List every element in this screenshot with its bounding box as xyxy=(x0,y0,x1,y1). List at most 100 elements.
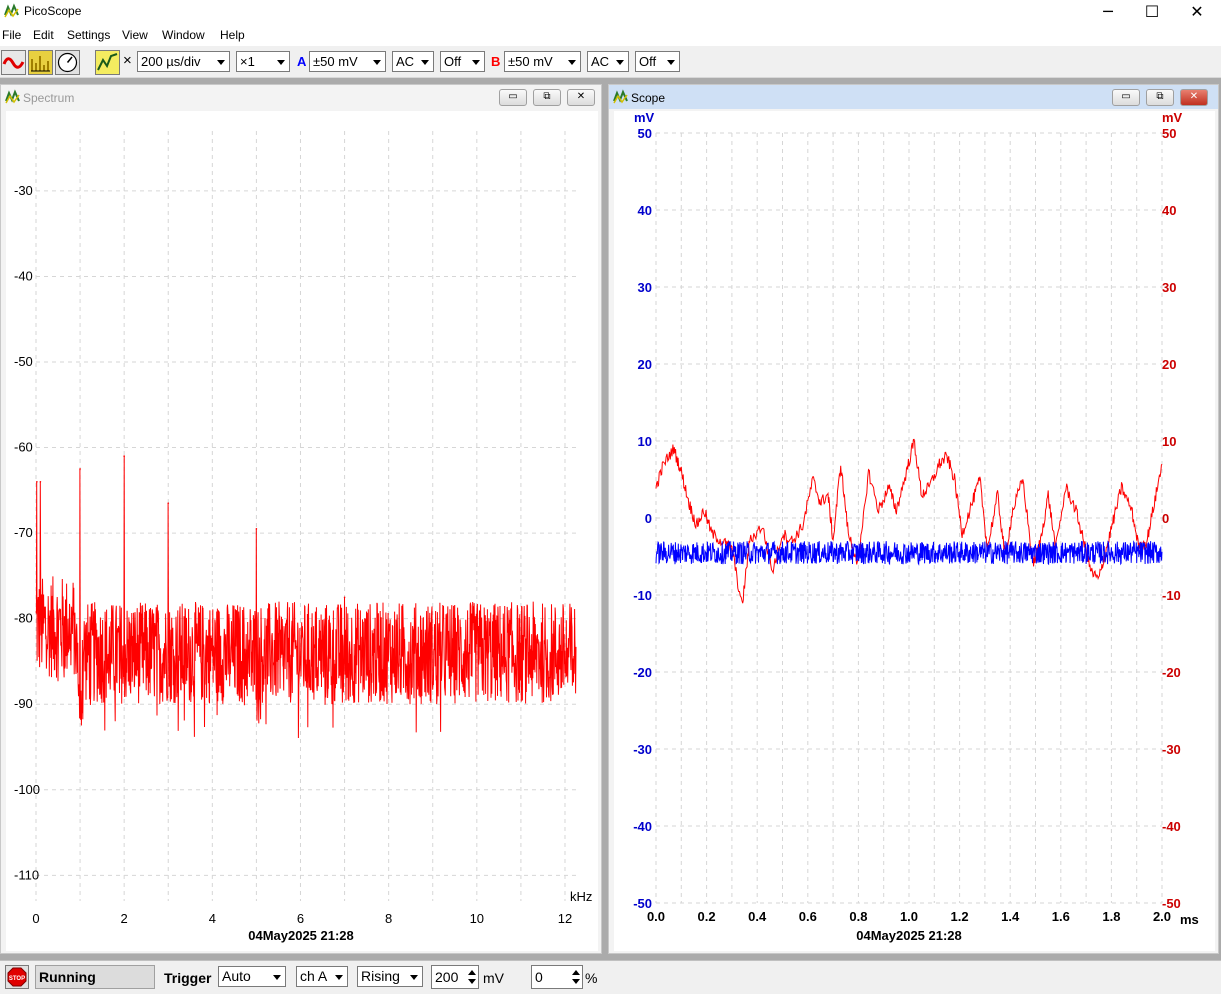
channel-a-filter-select[interactable]: Off xyxy=(440,51,485,72)
y-tick-label-right: 10 xyxy=(1162,434,1176,449)
window-close-button[interactable]: ✕ xyxy=(1190,2,1204,21)
y-tick-label: -50 xyxy=(14,354,33,369)
y-tick-label: -110 xyxy=(14,867,39,882)
spectrum-mode-icon[interactable] xyxy=(28,50,53,75)
spectrum-title: Spectrum xyxy=(23,91,75,105)
trigger-level-unit: mV xyxy=(483,970,504,986)
spectrum-minimize-button[interactable]: ▭ xyxy=(499,89,527,106)
y-tick-label: -30 xyxy=(14,183,33,198)
chevron-down-icon xyxy=(273,52,289,71)
y-tick-label-left: 50 xyxy=(638,126,652,141)
window-maximize-button[interactable]: ☐ xyxy=(1144,2,1160,21)
spectrum-plot-area[interactable]: -30 -40 -50 -60 -70 -80 -90 -100 -110 0 2 4 6 8 10 12 kH… xyxy=(6,111,598,951)
trigger-edge-select[interactable]: Rising xyxy=(357,966,423,987)
chevron-down-icon xyxy=(564,52,580,71)
x-unit-label: kHz xyxy=(570,889,592,904)
y-tick-label: -90 xyxy=(14,696,33,711)
scope-plot-area[interactable]: 50 50 40 40 30 30 20 20 10 10 0 0 -10 -10 -20 -20 -30 -30… xyxy=(614,110,1215,951)
channel-b-coupling-select[interactable]: AC xyxy=(587,51,629,72)
scope-chart[interactable]: 50 50 40 40 30 30 20 20 10 10 0 0 -10 -10 -20 -20 -30 -30… xyxy=(614,110,1215,951)
y-tick-label-right: 0 xyxy=(1162,511,1169,526)
menu-file[interactable]: File xyxy=(2,28,22,42)
scope-window: Scope ▭ ⧉ ✕ 50 50 40 40 30 30 20 20 10 10 0 0 -10 -10… xyxy=(608,84,1219,954)
channel-b-trace xyxy=(655,438,1163,604)
spectrum-chart[interactable]: -30 -40 -50 -60 -70 -80 -90 -100 -110 0 2 4 6 8 10 12 kH… xyxy=(6,111,598,951)
menu-help[interactable]: Help xyxy=(220,28,245,42)
signal-generator-icon[interactable] xyxy=(95,50,120,75)
channel-b-range-select[interactable]: ±50 mV xyxy=(504,51,581,72)
spectrum-peak-point xyxy=(167,502,170,504)
trigger-channel-select[interactable]: ch A xyxy=(296,966,348,987)
scope-close-button[interactable]: ✕ xyxy=(1180,89,1208,106)
chevron-down-icon xyxy=(369,52,385,71)
y-tick-label-left: -50 xyxy=(633,896,652,911)
scope-title-bar: Scope ▭ ⧉ ✕ xyxy=(609,85,1218,109)
x-unit-label: ms xyxy=(1180,912,1199,927)
spectrum-window: Spectrum ▭ ⧉ ✕ -30 -40 -50 -60 -70 -80 -90 -100… xyxy=(0,84,602,954)
x-tick-label: 0.4 xyxy=(748,909,767,924)
chevron-down-icon xyxy=(331,967,347,986)
x-tick-label: 6 xyxy=(297,911,304,926)
menu-edit[interactable]: Edit xyxy=(33,28,54,42)
channel-b-filter-select[interactable]: Off xyxy=(635,51,680,72)
x-tick-label: 1.2 xyxy=(951,909,969,924)
menu-view[interactable]: View xyxy=(122,28,148,42)
y-tick-label-left: -30 xyxy=(633,742,652,757)
pretrigger-input[interactable]: 0 xyxy=(531,965,583,989)
multiply-sign: × xyxy=(123,52,132,69)
window-minimize-button[interactable]: ─ xyxy=(1103,2,1113,21)
stop-button[interactable]: STOP xyxy=(5,965,29,989)
trigger-level-input[interactable]: 200 xyxy=(431,965,479,989)
menu-settings[interactable]: Settings xyxy=(67,28,111,42)
spectrum-peak-point xyxy=(123,455,125,457)
spectrum-trace xyxy=(35,456,577,739)
trigger-label: Trigger xyxy=(164,970,212,986)
picoscope-logo-icon xyxy=(4,3,19,18)
scope-restore-button[interactable]: ⧉ xyxy=(1146,89,1174,106)
y-tick-label-right: 50 xyxy=(1162,126,1176,141)
spectrum-timestamp: 04May2025 21:28 xyxy=(248,928,354,943)
spinner-icon[interactable] xyxy=(467,968,477,986)
spectrum-title-bar: Spectrum ▭ ⧉ ✕ xyxy=(1,85,601,109)
y-tick-label-right: -40 xyxy=(1162,819,1181,834)
x-tick-label: 1.6 xyxy=(1052,909,1070,924)
run-status: Running xyxy=(35,965,155,989)
y-tick-label-right: -50 xyxy=(1162,896,1181,911)
spinner-icon[interactable] xyxy=(571,968,581,986)
scope-minimize-button[interactable]: ▭ xyxy=(1112,89,1140,106)
title-bar: PicoScope ─ ☐ ✕ xyxy=(0,0,1221,24)
y-tick-label-left: 20 xyxy=(638,357,652,372)
y-tick-label: -60 xyxy=(14,440,33,455)
spectrum-peak-point xyxy=(343,596,346,599)
y-tick-label-left: 30 xyxy=(638,280,652,295)
y-tick-label: -80 xyxy=(14,611,33,626)
y-tick-label-right: -30 xyxy=(1162,742,1181,757)
pretrigger-unit: % xyxy=(585,970,598,986)
chevron-down-icon xyxy=(612,52,628,71)
chevron-down-icon xyxy=(417,52,433,71)
meter-mode-icon[interactable] xyxy=(55,50,80,75)
chevron-down-icon xyxy=(406,967,422,986)
x-tick-label: 12 xyxy=(558,911,572,926)
chevron-down-icon xyxy=(269,967,285,986)
trigger-mode-select[interactable]: Auto xyxy=(218,966,286,987)
x-tick-label: 2.0 xyxy=(1153,909,1171,924)
chevron-down-icon xyxy=(663,52,679,71)
y-tick-label-left: -10 xyxy=(633,588,652,603)
spectrum-peak-point xyxy=(255,528,258,530)
channel-a-trace xyxy=(655,540,1163,566)
y-tick-label: -100 xyxy=(14,782,40,797)
channel-a-label: A xyxy=(297,54,307,69)
scope-title: Scope xyxy=(631,91,666,105)
y-tick-label: -40 xyxy=(14,268,33,283)
scope-mode-icon[interactable] xyxy=(1,50,26,75)
spectrum-close-button[interactable]: ✕ xyxy=(567,89,595,106)
timebase-select[interactable]: 200 µs/div xyxy=(137,51,230,72)
zoom-select[interactable]: ×1 xyxy=(236,51,290,72)
channel-a-range-select[interactable]: ±50 mV xyxy=(309,51,386,72)
menu-window[interactable]: Window xyxy=(162,28,205,42)
channel-a-coupling-select[interactable]: AC xyxy=(392,51,434,72)
spectrum-restore-button[interactable]: ⧉ xyxy=(533,89,561,106)
y-unit-left: mV xyxy=(634,111,655,125)
status-bar: STOP Running Trigger Auto ch A Rising 20… xyxy=(0,960,1221,994)
